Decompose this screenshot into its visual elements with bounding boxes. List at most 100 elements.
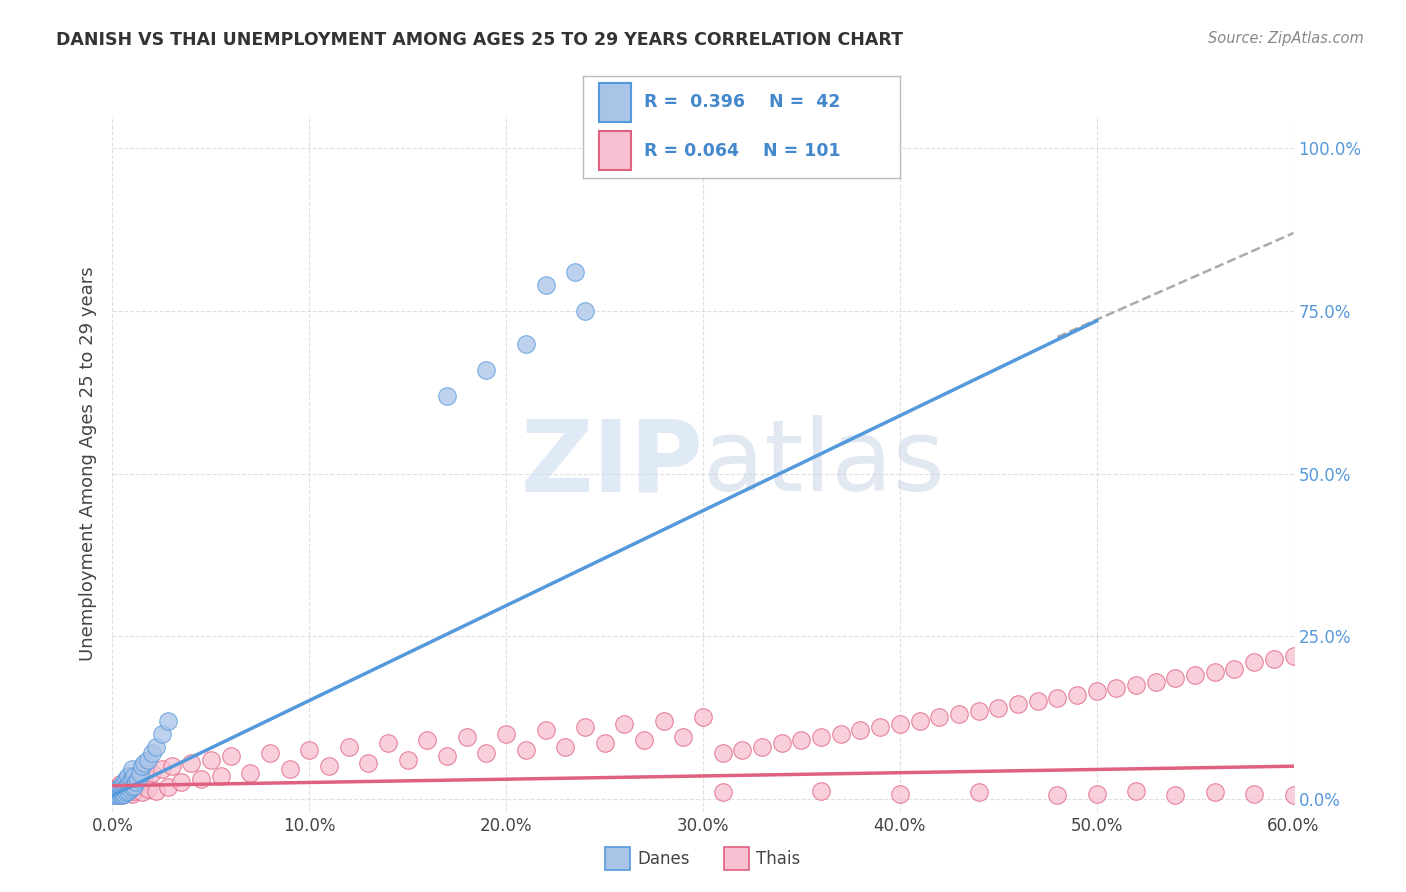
Point bbox=[200, 753, 222, 767]
Point bbox=[1243, 655, 1265, 669]
Point bbox=[1085, 787, 1108, 801]
Point bbox=[136, 753, 159, 767]
Point bbox=[889, 787, 911, 801]
Point bbox=[613, 717, 636, 731]
Point bbox=[117, 772, 139, 787]
Point bbox=[122, 779, 145, 793]
Point bbox=[711, 785, 734, 799]
Point bbox=[751, 739, 773, 754]
Point bbox=[1125, 784, 1147, 798]
Point bbox=[1282, 648, 1305, 663]
Point bbox=[633, 733, 655, 747]
Point bbox=[112, 779, 135, 793]
Point bbox=[239, 765, 262, 780]
Point bbox=[105, 789, 128, 803]
Point bbox=[115, 772, 138, 787]
Point bbox=[160, 759, 183, 773]
Point bbox=[672, 730, 695, 744]
Text: Thais: Thais bbox=[756, 850, 800, 868]
Point bbox=[711, 746, 734, 760]
Point bbox=[554, 739, 576, 754]
Point bbox=[103, 787, 125, 801]
Point bbox=[810, 730, 832, 744]
Point bbox=[1164, 672, 1187, 686]
Point bbox=[396, 753, 419, 767]
Point bbox=[111, 789, 134, 803]
Point bbox=[967, 704, 990, 718]
Point bbox=[515, 743, 537, 757]
Point bbox=[121, 772, 143, 787]
Point bbox=[869, 720, 891, 734]
Point bbox=[145, 784, 167, 798]
Point bbox=[318, 759, 340, 773]
Point bbox=[574, 304, 596, 318]
Point bbox=[1125, 678, 1147, 692]
Point bbox=[136, 781, 159, 796]
Point bbox=[1007, 698, 1029, 712]
Text: atlas: atlas bbox=[703, 416, 945, 512]
Point bbox=[593, 736, 616, 750]
Point bbox=[475, 746, 498, 760]
Point bbox=[111, 785, 134, 799]
Point bbox=[121, 787, 143, 801]
Bar bbox=[599, 83, 631, 122]
Text: R =  0.396    N =  42: R = 0.396 N = 42 bbox=[644, 94, 839, 112]
Point bbox=[889, 717, 911, 731]
Point bbox=[219, 749, 242, 764]
Point bbox=[692, 710, 714, 724]
Point bbox=[1046, 690, 1069, 705]
Point bbox=[1085, 684, 1108, 698]
Point bbox=[120, 775, 142, 789]
Point bbox=[1243, 787, 1265, 801]
Point bbox=[117, 777, 139, 791]
Point bbox=[1282, 789, 1305, 803]
Point bbox=[125, 780, 148, 794]
Point bbox=[115, 785, 138, 799]
Point bbox=[170, 775, 193, 789]
Y-axis label: Unemployment Among Ages 25 to 29 years: Unemployment Among Ages 25 to 29 years bbox=[79, 267, 97, 661]
Point bbox=[156, 780, 179, 794]
Point bbox=[105, 784, 128, 798]
Point bbox=[928, 710, 950, 724]
Text: R = 0.064    N = 101: R = 0.064 N = 101 bbox=[644, 142, 841, 160]
Point bbox=[150, 763, 173, 777]
Point bbox=[129, 773, 152, 788]
Point bbox=[564, 265, 586, 279]
Point bbox=[141, 746, 163, 760]
Point bbox=[515, 336, 537, 351]
Point bbox=[1223, 662, 1246, 676]
Point bbox=[112, 781, 135, 796]
Point bbox=[908, 714, 931, 728]
Point bbox=[1046, 789, 1069, 803]
Point bbox=[132, 756, 155, 770]
Point bbox=[111, 779, 134, 793]
Point bbox=[145, 739, 167, 754]
Point bbox=[107, 787, 129, 801]
Point bbox=[115, 785, 138, 799]
Point bbox=[122, 784, 145, 798]
Point bbox=[127, 777, 149, 791]
Point bbox=[105, 787, 128, 801]
Point bbox=[1204, 785, 1226, 799]
Point bbox=[122, 769, 145, 783]
Point bbox=[1184, 668, 1206, 682]
Point bbox=[1144, 674, 1167, 689]
Point bbox=[156, 714, 179, 728]
Point bbox=[131, 785, 153, 799]
Point bbox=[1105, 681, 1128, 695]
Point bbox=[456, 730, 478, 744]
Point bbox=[377, 736, 399, 750]
Point bbox=[830, 727, 852, 741]
Point bbox=[105, 784, 128, 798]
Point bbox=[111, 789, 134, 803]
Point bbox=[112, 787, 135, 801]
Bar bbox=[599, 131, 631, 170]
Point bbox=[436, 388, 458, 402]
Point bbox=[357, 756, 380, 770]
Point bbox=[810, 784, 832, 798]
Point bbox=[1164, 789, 1187, 803]
Point bbox=[127, 772, 149, 787]
Text: DANISH VS THAI UNEMPLOYMENT AMONG AGES 25 TO 29 YEARS CORRELATION CHART: DANISH VS THAI UNEMPLOYMENT AMONG AGES 2… bbox=[56, 31, 903, 49]
Point bbox=[141, 765, 163, 780]
Point bbox=[120, 781, 142, 796]
